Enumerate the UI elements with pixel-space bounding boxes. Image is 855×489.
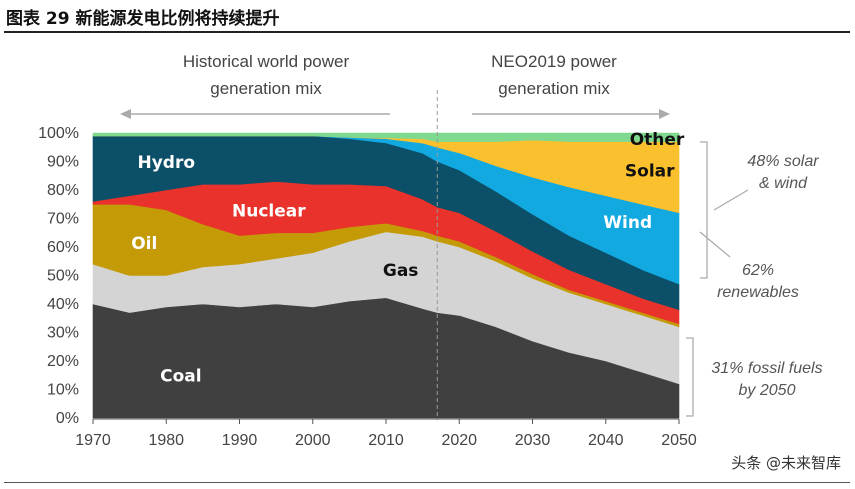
y-tick-label: 10% xyxy=(47,382,79,399)
label-wind: Wind xyxy=(603,213,652,233)
area-layers xyxy=(92,132,680,419)
fossil-note: by 2050 xyxy=(739,382,796,399)
x-tick-label: 1990 xyxy=(222,432,258,449)
x-tick-label: 2050 xyxy=(661,432,697,449)
label-oil: Oil xyxy=(131,234,157,254)
x-tick-label: 2040 xyxy=(588,432,624,449)
historical-header-line: Historical world power xyxy=(183,52,350,71)
x-axis: 1970 1980 1990 2000 2010 2020 2030 2040 2050 xyxy=(75,418,697,449)
label-coal: Coal xyxy=(160,367,201,387)
label-other: Other xyxy=(630,130,685,150)
label-hydro: Hydro xyxy=(137,153,195,173)
y-tick-label: 0% xyxy=(56,410,79,427)
annotations: 48% solar & wind 62% renewables 31% fossil f… xyxy=(686,141,823,417)
y-tick-label: 50% xyxy=(47,268,79,285)
renewables-note: 62% xyxy=(742,262,774,279)
area-other xyxy=(92,132,680,142)
y-tick-label: 60% xyxy=(47,239,79,256)
y-tick-label: 40% xyxy=(47,296,79,313)
bottom-rule xyxy=(4,482,850,483)
fossil-note: 31% fossil fuels xyxy=(711,360,822,377)
y-tick-label: 30% xyxy=(47,325,79,342)
projection-header-line: generation mix xyxy=(498,79,610,98)
renewables-note: renewables xyxy=(717,284,799,301)
y-tick-label: 20% xyxy=(47,353,79,370)
solar-wind-note: 48% solar xyxy=(747,153,819,170)
band-labels: Coal Gas Oil Nuclear Hydro Wind Solar Other xyxy=(131,130,685,387)
x-tick-label: 2030 xyxy=(515,432,551,449)
y-axis: 0% 10% 20% 30% 40% 50% 60% 70% 80% 90% 100% xyxy=(38,125,79,427)
y-tick-label: 100% xyxy=(38,125,79,142)
label-solar: Solar xyxy=(625,161,675,181)
y-tick-label: 80% xyxy=(47,182,79,199)
x-tick-label: 2010 xyxy=(368,432,404,449)
historical-arrowhead xyxy=(120,109,131,119)
label-nuclear: Nuclear xyxy=(232,201,306,221)
fossil-bracket xyxy=(686,337,694,417)
x-tick-label: 2020 xyxy=(441,432,477,449)
section-headers: Historical world power generation mix NEO2… xyxy=(120,52,670,119)
watermark: 头条 @未来智库 xyxy=(731,454,841,472)
title-rule xyxy=(4,31,850,33)
figure-title: 图表 29 新能源发电比例将持续提升 xyxy=(6,9,280,29)
historical-header-line: generation mix xyxy=(210,79,322,98)
x-tick-label: 1980 xyxy=(148,432,184,449)
solar-wind-leader xyxy=(713,189,749,211)
y-tick-label: 90% xyxy=(47,154,79,171)
x-tick-label: 1970 xyxy=(75,432,111,449)
renewables-leader xyxy=(699,231,731,258)
projection-arrowhead xyxy=(659,109,670,119)
y-tick-label: 70% xyxy=(47,211,79,228)
solar-wind-note: & wind xyxy=(759,175,808,192)
renewables-bracket xyxy=(700,141,708,279)
projection-header-line: NEO2019 power xyxy=(491,52,617,71)
label-gas: Gas xyxy=(383,261,419,281)
x-tick-label: 2000 xyxy=(295,432,331,449)
